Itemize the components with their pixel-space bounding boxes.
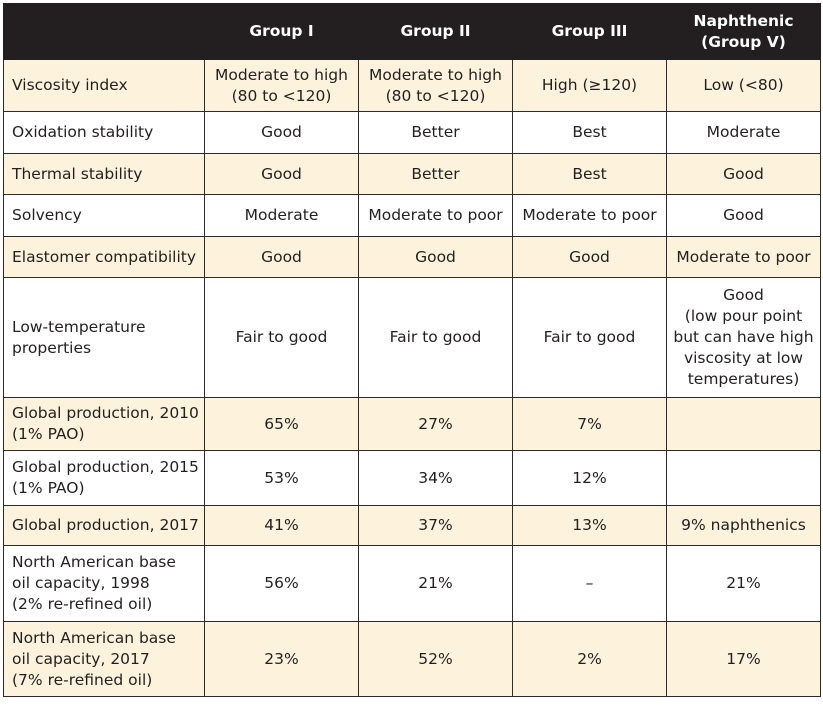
table-cell: 53% [204, 450, 359, 506]
table-cell: Moderate to poor [666, 236, 821, 278]
header-group-iii: Group III [512, 3, 667, 60]
header-group-ii: Group II [358, 3, 513, 60]
table-row: North American base oil capacity, 2017 (… [3, 621, 821, 697]
table-cell: 65% [204, 397, 359, 451]
table-cell: Good [204, 111, 359, 154]
table-cell: Low (<80) [666, 59, 821, 112]
table-cell: Better [358, 111, 513, 154]
header-row: Group I Group II Group III Naphthenic (G… [3, 3, 821, 60]
table-row: Low-temperature properties Fair to good … [3, 277, 821, 398]
table-cell: 9% naphthenics [666, 505, 821, 546]
table-cell: Moderate [666, 111, 821, 154]
table-cell: 41% [204, 505, 359, 546]
row-label: Oxidation stability [3, 111, 205, 154]
table-cell: Good [204, 236, 359, 278]
row-label: Solvency [3, 194, 205, 237]
header-corner-cell [3, 3, 205, 60]
table-cell: Good [358, 236, 513, 278]
table-row: Global production, 2017 41% 37% 13% 9% n… [3, 505, 821, 546]
table-cell: – [512, 545, 667, 622]
table-cell: 17% [666, 621, 821, 697]
row-label: North American base oil capacity, 2017 (… [3, 621, 205, 697]
table-cell: Good [512, 236, 667, 278]
table-cell: High (≥120) [512, 59, 667, 112]
table-row: Global production, 2010 (1% PAO) 65% 27%… [3, 397, 821, 451]
table-cell: Good [204, 153, 359, 195]
table-cell: Fair to good [204, 277, 359, 398]
table-cell: Best [512, 111, 667, 154]
row-label: Viscosity index [3, 59, 205, 112]
table-cell: Moderate to poor [358, 194, 513, 237]
table-cell: 34% [358, 450, 513, 506]
base-oil-comparison-table: Group I Group II Group III Naphthenic (G… [3, 3, 821, 697]
table-row: North American base oil capacity, 1998 (… [3, 545, 821, 622]
table-row: Viscosity index Moderate to high (80 to … [3, 59, 821, 112]
table-cell: Fair to good [358, 277, 513, 398]
table-cell: 56% [204, 545, 359, 622]
row-label: Global production, 2017 [3, 505, 205, 546]
table-row: Global production, 2015 (1% PAO) 53% 34%… [3, 450, 821, 506]
table-cell: Moderate [204, 194, 359, 237]
row-label: Global production, 2010 (1% PAO) [3, 397, 205, 451]
table-row: Elastomer compatibility Good Good Good M… [3, 236, 821, 278]
table-cell: 7% [512, 397, 667, 451]
row-label: Elastomer compatibility [3, 236, 205, 278]
table-cell: Moderate to high (80 to <120) [204, 59, 359, 112]
table-cell: Best [512, 153, 667, 195]
table-cell: Moderate to poor [512, 194, 667, 237]
table-cell: 21% [666, 545, 821, 622]
table-row: Thermal stability Good Better Best Good [3, 153, 821, 195]
table-cell: Moderate to high (80 to <120) [358, 59, 513, 112]
table-row: Solvency Moderate Moderate to poor Moder… [3, 194, 821, 237]
table-cell: 37% [358, 505, 513, 546]
table-cell: 13% [512, 505, 667, 546]
table-cell: Fair to good [512, 277, 667, 398]
table-cell: Better [358, 153, 513, 195]
table-cell: 23% [204, 621, 359, 697]
table-cell: 27% [358, 397, 513, 451]
table-cell: Good [666, 153, 821, 195]
row-label: Thermal stability [3, 153, 205, 195]
table-row: Oxidation stability Good Better Best Mod… [3, 111, 821, 154]
header-naphthenic: Naphthenic (Group V) [666, 3, 821, 60]
table-cell: 12% [512, 450, 667, 506]
table-cell [666, 450, 821, 506]
table-cell: Good [666, 194, 821, 237]
table-cell [666, 397, 821, 451]
table-cell: 52% [358, 621, 513, 697]
row-label: North American base oil capacity, 1998 (… [3, 545, 205, 622]
table-cell: Good (low pour point but can have high v… [666, 277, 821, 398]
row-label: Low-temperature properties [3, 277, 205, 398]
table-cell: 2% [512, 621, 667, 697]
row-label: Global production, 2015 (1% PAO) [3, 450, 205, 506]
table-cell: 21% [358, 545, 513, 622]
header-group-i: Group I [204, 3, 359, 60]
